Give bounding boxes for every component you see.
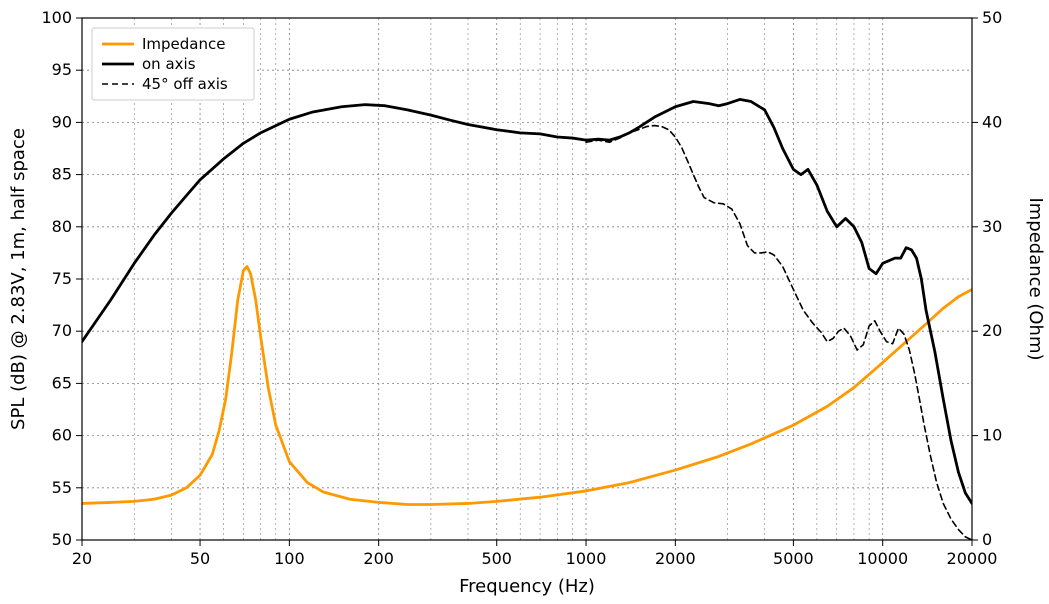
x-tick-label: 10000 bbox=[857, 549, 908, 568]
chart-container: 20501002005001000200050001000020000Frequ… bbox=[0, 0, 1049, 604]
y-left-tick-label: 95 bbox=[52, 60, 72, 79]
x-axis-label: Frequency (Hz) bbox=[459, 576, 595, 597]
y-right-tick-label: 40 bbox=[982, 112, 1002, 131]
x-tick-label: 20 bbox=[72, 549, 92, 568]
y-right-tick-label: 0 bbox=[982, 530, 992, 549]
y-left-tick-label: 65 bbox=[52, 373, 72, 392]
x-tick-label: 100 bbox=[274, 549, 305, 568]
y-right-axis-label: Impedance (Ohm) bbox=[1025, 197, 1046, 360]
y-left-tick-label: 85 bbox=[52, 165, 72, 184]
x-tick-label: 2000 bbox=[655, 549, 696, 568]
y-right-tick-label: 20 bbox=[982, 321, 1002, 340]
y-left-tick-label: 70 bbox=[52, 321, 72, 340]
legend-label: on axis bbox=[142, 55, 196, 73]
y-left-tick-label: 55 bbox=[52, 478, 72, 497]
y-left-axis-label: SPL (dB) @ 2.83V, 1m, half space bbox=[8, 128, 29, 430]
y-right-tick-label: 30 bbox=[982, 217, 1002, 236]
x-tick-label: 1000 bbox=[566, 549, 607, 568]
x-tick-label: 50 bbox=[190, 549, 210, 568]
y-left-tick-label: 100 bbox=[41, 8, 72, 27]
y-left-tick-label: 75 bbox=[52, 269, 72, 288]
x-tick-label: 5000 bbox=[773, 549, 814, 568]
legend: Impedance on axis 45° off axis bbox=[92, 28, 254, 100]
x-tick-label: 20000 bbox=[947, 549, 998, 568]
y-left-tick-label: 90 bbox=[52, 112, 72, 131]
spl-impedance-chart: 20501002005001000200050001000020000Frequ… bbox=[0, 0, 1049, 604]
y-right-tick-label: 10 bbox=[982, 426, 1002, 445]
y-left-tick-label: 50 bbox=[52, 530, 72, 549]
x-tick-label: 200 bbox=[363, 549, 394, 568]
y-right-tick-label: 50 bbox=[982, 8, 1002, 27]
y-left-tick-label: 80 bbox=[52, 217, 72, 236]
legend-label: 45° off axis bbox=[142, 75, 228, 93]
legend-label: Impedance bbox=[142, 35, 225, 53]
x-tick-label: 500 bbox=[481, 549, 512, 568]
y-left-tick-label: 60 bbox=[52, 426, 72, 445]
